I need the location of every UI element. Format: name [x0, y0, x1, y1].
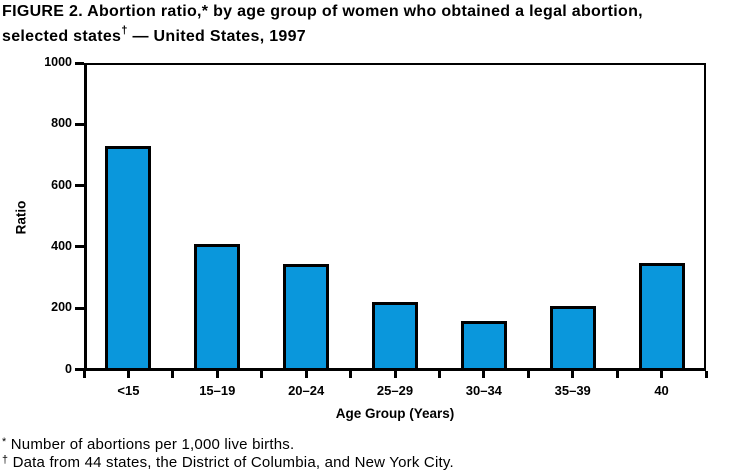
footnote-data-sources: † Data from 44 states, the District of C… — [2, 454, 454, 471]
x-tick-12 — [615, 371, 619, 378]
bar-35–39 — [549, 305, 596, 368]
y-tick-label-1000: 1000 — [44, 55, 72, 69]
y-tick-800 — [75, 122, 84, 126]
x-tick-label-20–24: 20–24 — [288, 383, 325, 398]
x-tick-label-35–39: 35–39 — [554, 383, 591, 398]
x-tick-3 — [215, 371, 219, 378]
bar-40 — [638, 263, 685, 368]
bar-15–19 — [194, 244, 241, 368]
y-tick-label-0: 0 — [65, 361, 72, 376]
x-axis-line — [84, 368, 706, 371]
x-axis-title: Age Group (Years) — [335, 406, 455, 421]
x-tick-label-25–29: 25–29 — [376, 383, 414, 398]
y-tick-400 — [75, 245, 84, 249]
y-tick-0 — [75, 368, 84, 371]
x-tick-13 — [660, 371, 664, 378]
bar-25–29 — [372, 302, 418, 368]
x-tick-label-15–19: 15–19 — [199, 383, 236, 398]
dagger-superscript: † — [121, 24, 128, 37]
x-tick-label-40: 40 — [654, 383, 669, 398]
y-axis-line — [84, 63, 87, 371]
y-tick-label-600: 600 — [51, 177, 72, 192]
footnote-abortion-ratio-definition: * Number of abortions per 1,000 live bir… — [2, 436, 295, 453]
x-tick-8 — [437, 371, 441, 378]
figure-title-line1: FIGURE 2. Abortion ratio,* by age group … — [2, 3, 643, 20]
x-tick-7 — [393, 371, 397, 378]
x-tick-9 — [482, 371, 486, 378]
x-tick-label-30–34: 30–34 — [465, 383, 502, 398]
x-tick-6 — [349, 371, 353, 378]
bar-<15 — [105, 145, 152, 368]
dagger-marker: † — [2, 454, 9, 467]
x-tick-2 — [171, 371, 175, 378]
x-tick-0 — [82, 371, 86, 378]
x-tick-11 — [571, 371, 575, 378]
x-tick-1 — [126, 371, 130, 378]
y-tick-200 — [75, 306, 84, 310]
y-tick-label-400: 400 — [51, 238, 72, 253]
x-tick-label-<15: <15 — [117, 383, 140, 398]
bar-30–34 — [460, 321, 507, 368]
y-tick-label-800: 800 — [51, 116, 72, 131]
asterisk-marker: * — [2, 436, 7, 449]
y-tick-1000 — [75, 61, 84, 65]
y-tick-600 — [75, 184, 84, 188]
y-tick-label-200: 200 — [51, 300, 72, 315]
x-tick-10 — [526, 371, 530, 378]
figure-title-line2: selected states† — United States, 1997 — [2, 24, 306, 45]
bar-20–24 — [283, 263, 330, 368]
x-tick-4 — [260, 371, 264, 378]
x-tick-14 — [704, 371, 708, 378]
figure-title: FIGURE 2. Abortion ratio,* by age group … — [2, 2, 748, 46]
x-tick-5 — [304, 371, 308, 378]
